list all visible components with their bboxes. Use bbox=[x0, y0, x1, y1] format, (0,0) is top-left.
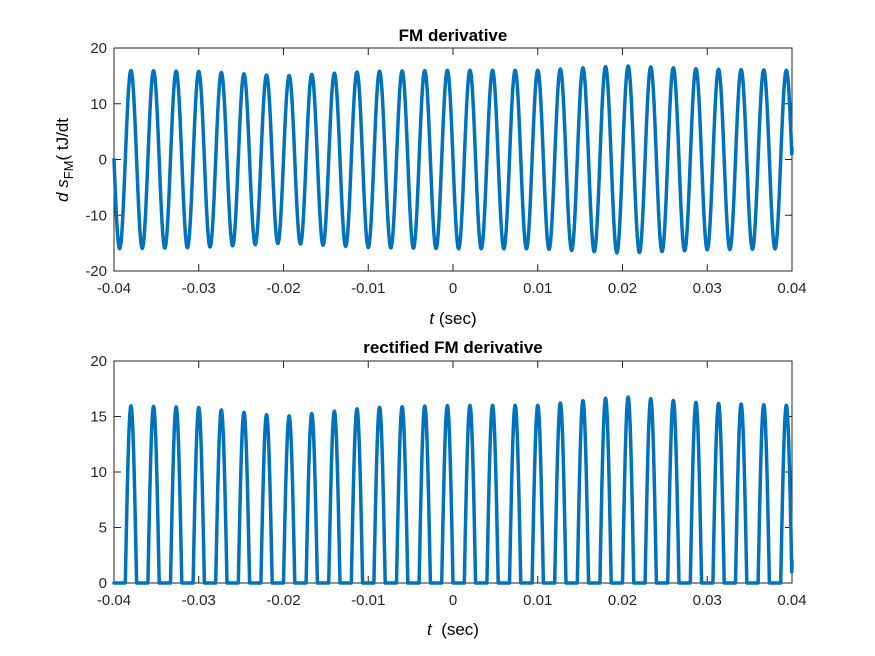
top-x-tick-label: -0.04 bbox=[97, 280, 131, 297]
top-axes: FM derivative -0.04 -0.03 -0.02 -0.01 0 0.01 0… bbox=[53, 26, 807, 328]
bottom-x-tick-label: 0.02 bbox=[608, 592, 637, 609]
bottom-x-tick-label: 0.03 bbox=[693, 592, 722, 609]
top-y-tick-label: 20 bbox=[90, 40, 107, 57]
top-x-tick-label: -0.02 bbox=[266, 280, 300, 297]
bottom-x-axis-label: t (sec) bbox=[427, 620, 479, 639]
bottom-series-line bbox=[112, 395, 794, 585]
top-x-tick-labels: -0.04 -0.03 -0.02 -0.01 0 0.01 0.02 0.03 0.04 bbox=[97, 280, 807, 297]
bottom-y-tick-label: 20 bbox=[90, 353, 107, 370]
bottom-y-tick-label: 10 bbox=[90, 464, 107, 481]
bottom-axes: rectified FM derivative -0.04 -0.03 -0.02-… bbox=[90, 338, 806, 639]
bottom-x-tick-label: 0 bbox=[449, 592, 457, 609]
bottom-y-tick-label: 5 bbox=[99, 520, 107, 537]
top-x-tick-label: 0.01 bbox=[523, 280, 552, 297]
bottom-x-tick-label: -0.04 bbox=[97, 592, 131, 609]
top-x-axis-label: t (sec) bbox=[429, 309, 476, 328]
top-x-tick-label: 0 bbox=[449, 280, 457, 297]
top-y-axis-label: d sFM( tJ/dt bbox=[53, 118, 76, 202]
bottom-x-tick-label: 0.01 bbox=[523, 592, 552, 609]
bottom-x-tick-label: -0.02 bbox=[266, 592, 300, 609]
top-chart-title: FM derivative bbox=[399, 26, 508, 45]
bottom-x-tick-label: 0.04 bbox=[777, 592, 806, 609]
bottom-chart-title: rectified FM derivative bbox=[363, 338, 543, 357]
bottom-x-tick-label: -0.03 bbox=[182, 592, 216, 609]
bottom-y-tick-label: 15 bbox=[90, 409, 107, 426]
top-x-tick-label: -0.01 bbox=[351, 280, 385, 297]
top-x-tick-label: 0.04 bbox=[777, 280, 806, 297]
top-series-line bbox=[112, 64, 794, 255]
top-x-tick-label: 0.03 bbox=[693, 280, 722, 297]
top-y-tick-labels: -20 -10 0 10 20 bbox=[85, 40, 107, 280]
bottom-y-tick-labels: 0 5 10 15 20 bbox=[90, 353, 107, 592]
top-y-tick-label: -20 bbox=[85, 263, 107, 280]
top-x-tick-label: -0.03 bbox=[182, 280, 216, 297]
top-y-tick-label: 10 bbox=[90, 96, 107, 113]
bottom-x-tick-labels: -0.04 -0.03 -0.02 -0.01 0 0.01 0.02 0.03 0.04 bbox=[97, 592, 807, 609]
top-y-tick-label: 0 bbox=[99, 152, 107, 169]
bottom-y-tick-label: 0 bbox=[99, 575, 107, 592]
top-x-tick-label: 0.02 bbox=[608, 280, 637, 297]
bottom-x-tick-label: -0.01 bbox=[351, 592, 385, 609]
top-y-tick-label: -10 bbox=[85, 207, 107, 224]
